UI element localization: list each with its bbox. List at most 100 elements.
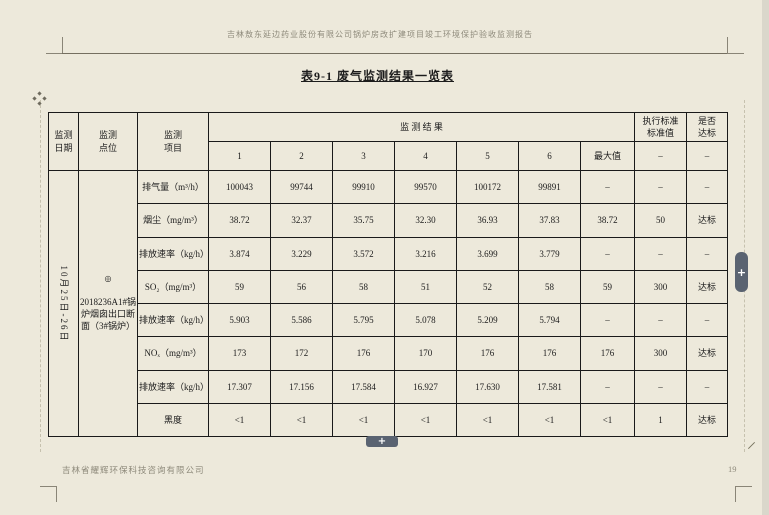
value-cell: <1 — [208, 402, 271, 438]
compliance-cell: 达标 — [686, 402, 729, 438]
value-cell: 3.572 — [332, 236, 395, 271]
monitoring-date-cell: 10月25日-26日 — [48, 170, 79, 437]
subhead-standard-dash: – — [634, 141, 688, 171]
value-cell: 3.874 — [208, 236, 271, 271]
header-corner-mark-right — [727, 37, 744, 54]
value-cell: 170 — [394, 336, 457, 371]
compliance-cell: – — [686, 169, 729, 205]
compliance-cell: – — [686, 302, 729, 338]
text-boundary-left — [40, 100, 41, 452]
item-label: 排放速率（kg/h） — [137, 236, 209, 271]
compliance-cell: 达标 — [686, 336, 729, 371]
insert-column-handle[interactable]: + — [735, 252, 748, 292]
header-corner-mark-left — [46, 37, 63, 54]
window-edge — [762, 0, 769, 515]
item-label: 排放速率（kg/h） — [137, 369, 209, 404]
value-cell: 5.794 — [518, 302, 581, 338]
monitoring-point-cell: ◎ 2018236A1#锅炉烟囱出口断面（3#锅炉） — [78, 170, 138, 437]
max-value-cell: 176 — [579, 336, 636, 371]
item-label: SO₂（mg/m³） — [137, 269, 209, 305]
standard-value-cell: – — [634, 369, 688, 404]
value-cell: 100172 — [456, 169, 519, 205]
header-rule — [62, 53, 727, 54]
value-cell: 5.586 — [270, 302, 333, 338]
value-cell: 3.229 — [270, 236, 333, 271]
value-cell: 32.30 — [394, 203, 457, 238]
insert-row-handle[interactable]: + — [366, 436, 398, 447]
value-cell: 17.581 — [518, 369, 581, 404]
value-cell: 17.584 — [332, 369, 395, 404]
subhead-4: 4 — [394, 141, 457, 171]
subhead-5: 5 — [456, 141, 519, 171]
standard-value-cell: – — [634, 236, 688, 271]
value-cell: 52 — [456, 269, 519, 305]
value-cell: 3.699 — [456, 236, 519, 271]
item-label: 烟尘（mg/m³） — [137, 203, 209, 238]
point-marker-icon: ◎ — [104, 273, 112, 283]
page-number: 19 — [728, 464, 737, 474]
table-title: 表9-1 废气监测结果一览表 — [301, 69, 454, 83]
value-cell: 35.75 — [332, 203, 395, 238]
value-cell: 99910 — [332, 169, 395, 205]
value-cell: 17.630 — [456, 369, 519, 404]
value-cell: 58 — [518, 269, 581, 305]
max-value-cell: <1 — [579, 402, 636, 438]
value-cell: 17.156 — [270, 369, 333, 404]
footer-company: 吉林省耀辉环保科技咨询有限公司 — [62, 465, 205, 475]
emission-results-table: 监测 日期 监测 点位 监测 项目 监 测 结 果 执行标准 标准值 是否 达标… — [48, 112, 729, 438]
table-row: 10月25日-26日 ◎ 2018236A1#锅炉烟囱出口断面（3#锅炉） 排气… — [48, 169, 729, 437]
subhead-max: 最大值 — [579, 141, 636, 171]
item-label: NOₓ（mg/m³） — [137, 336, 209, 371]
value-cell: <1 — [332, 402, 395, 438]
table-row: 排放速率（kg/h） 5.903 5.586 5.795 5.078 5.209… — [49, 302, 729, 338]
value-cell: 173 — [208, 336, 271, 371]
table-resize-handle-icon[interactable] — [747, 441, 756, 450]
value-cell: 5.795 — [332, 302, 395, 338]
max-value-cell: – — [579, 236, 636, 271]
value-cell: 176 — [332, 336, 395, 371]
max-value-cell: – — [579, 369, 636, 404]
value-cell: 99570 — [394, 169, 457, 205]
value-cell: 38.72 — [208, 203, 271, 238]
value-cell: 58 — [332, 269, 395, 305]
subhead-3: 3 — [332, 141, 395, 171]
subhead-1: 1 — [208, 141, 271, 171]
compliance-cell: 达标 — [686, 269, 729, 305]
value-cell: 36.93 — [456, 203, 519, 238]
table-row: NOₓ（mg/m³） 173 172 176 170 176 176 176 3… — [49, 336, 729, 371]
item-label: 黑度 — [137, 402, 209, 438]
value-cell: 5.209 — [456, 302, 519, 338]
standard-value-cell: 300 — [634, 336, 688, 371]
value-cell: 51 — [394, 269, 457, 305]
item-label: 排放速率（kg/h） — [137, 302, 209, 338]
table-move-handle-icon[interactable] — [32, 91, 47, 106]
standard-value-cell: – — [634, 169, 688, 205]
footer-corner-mark-left — [40, 486, 57, 502]
max-value-cell: – — [579, 169, 636, 205]
value-cell: 16.927 — [394, 369, 457, 404]
subhead-2: 2 — [270, 141, 333, 171]
col-header-point: 监测 点位 — [78, 112, 138, 171]
value-cell: 172 — [270, 336, 333, 371]
value-cell: 5.078 — [394, 302, 457, 338]
value-cell: <1 — [394, 402, 457, 438]
table-row: 排放速率（kg/h） 17.307 17.156 17.584 16.927 1… — [49, 369, 729, 404]
value-cell: 56 — [270, 269, 333, 305]
max-value-cell: – — [579, 302, 636, 338]
point-description: 2018236A1#锅炉烟囱出口断面（3#锅炉） — [80, 296, 136, 332]
col-header-results: 监 测 结 果 — [207, 112, 636, 142]
col-header-standard: 执行标准 标准值 — [634, 112, 688, 142]
col-header-compliance: 是否 达标 — [686, 112, 729, 142]
standard-value-cell: 50 — [634, 203, 688, 238]
value-cell: 3.779 — [518, 236, 581, 271]
item-label: 排气量（m³/h） — [137, 169, 209, 205]
value-cell: 5.903 — [208, 302, 271, 338]
compliance-cell: – — [686, 236, 729, 271]
value-cell: 176 — [456, 336, 519, 371]
table-row: 烟尘（mg/m³） 38.72 32.37 35.75 32.30 36.93 … — [49, 203, 729, 238]
col-header-item: 监测 项目 — [137, 112, 209, 171]
table-row: SO₂（mg/m³） 59 56 58 51 52 58 59 300 达标 — [49, 269, 729, 305]
footer-corner-mark-right — [735, 486, 752, 502]
max-value-cell: 38.72 — [579, 203, 636, 238]
